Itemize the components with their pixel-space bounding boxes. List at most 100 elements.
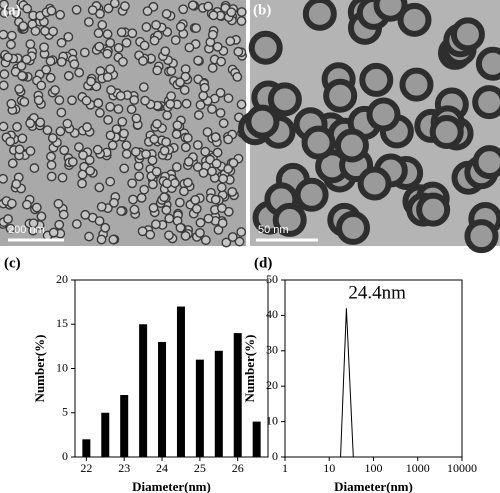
particle: [207, 29, 218, 40]
particle: [12, 121, 22, 132]
particle: [55, 126, 66, 137]
bar: [214, 350, 223, 457]
particle: [36, 211, 47, 222]
particle: [84, 231, 94, 242]
particle: [236, 7, 247, 17]
particle: [121, 37, 132, 48]
particle: [28, 218, 39, 229]
particle: [0, 8, 10, 18]
particle: [56, 107, 67, 118]
particle: [139, 184, 150, 195]
particle: [6, 98, 17, 109]
y-tick-label: 0: [62, 449, 68, 463]
particle: [113, 104, 124, 114]
particle: [472, 85, 500, 120]
y-tick-label: 5: [62, 405, 68, 419]
particle: [5, 223, 16, 234]
panel-label: (b): [253, 2, 271, 18]
particle: [109, 197, 119, 208]
particle: [54, 95, 65, 106]
particle: [215, 107, 226, 118]
particle: [127, 28, 138, 39]
x-tick-label: 22: [80, 461, 92, 475]
particle: [147, 155, 158, 166]
particle: [302, 0, 337, 31]
particle: [131, 113, 142, 124]
particle: [172, 120, 183, 131]
particle: [42, 125, 53, 136]
particle: [216, 182, 227, 193]
particle: [39, 42, 49, 53]
particle: [161, 137, 172, 147]
particle: [93, 98, 104, 109]
particle: [33, 95, 44, 106]
particle: [200, 146, 211, 157]
particle: [121, 140, 132, 151]
particle: [149, 134, 160, 145]
size-distribution-line: [340, 308, 354, 458]
particle: [3, 214, 13, 224]
particle: [232, 71, 243, 82]
particle: [472, 145, 500, 180]
particle: [151, 166, 162, 177]
particle: [116, 27, 127, 38]
particle: [16, 60, 27, 71]
particle: [180, 230, 191, 241]
particle: [105, 101, 116, 112]
particle: [236, 227, 247, 237]
particle: [30, 26, 41, 36]
particle: [94, 216, 105, 226]
bar: [82, 439, 91, 457]
particle: [182, 133, 193, 143]
particle: [218, 118, 229, 129]
particle: [210, 194, 221, 205]
particle: [113, 43, 124, 53]
particle: [179, 186, 189, 197]
particle: [14, 144, 25, 155]
y-axis-label: Number(%): [32, 335, 47, 403]
particle: [59, 145, 70, 156]
particle: [56, 37, 67, 48]
bar: [158, 341, 167, 457]
particle: [207, 63, 218, 73]
particle: [148, 202, 159, 213]
particle: [165, 99, 176, 109]
particle: [162, 110, 173, 121]
x-tick-label: 24: [156, 461, 168, 475]
particle: [57, 172, 68, 183]
particle: [117, 116, 128, 127]
particle: [207, 104, 217, 115]
particle: [227, 186, 238, 197]
particle: [184, 42, 195, 53]
particle: [96, 234, 107, 245]
particle: [147, 179, 158, 190]
particle: [55, 9, 66, 20]
particle: [179, 85, 190, 95]
particle: [53, 198, 64, 209]
x-axis-label: Diameter(nm): [132, 479, 211, 493]
particle: [140, 95, 150, 106]
particle: [228, 157, 239, 168]
particle: [46, 160, 57, 170]
particle: [54, 219, 65, 230]
particle: [216, 56, 227, 67]
x-tick-label: 25: [194, 461, 206, 475]
particles-b: [238, 0, 500, 254]
particle: [127, 178, 138, 189]
panel-label: (a): [3, 2, 21, 18]
particle: [21, 199, 32, 210]
particle: [118, 56, 128, 67]
particle: [58, 209, 69, 220]
particle: [223, 134, 234, 145]
particle: [93, 28, 104, 39]
particle: [6, 39, 16, 50]
panel-label: (c): [4, 255, 21, 271]
particle: [102, 29, 113, 40]
x-tick-label: 10000: [447, 461, 477, 475]
bar: [101, 412, 110, 457]
particle: [187, 0, 198, 11]
particle: [63, 70, 74, 81]
particle: [41, 64, 52, 75]
particle: [225, 36, 236, 47]
